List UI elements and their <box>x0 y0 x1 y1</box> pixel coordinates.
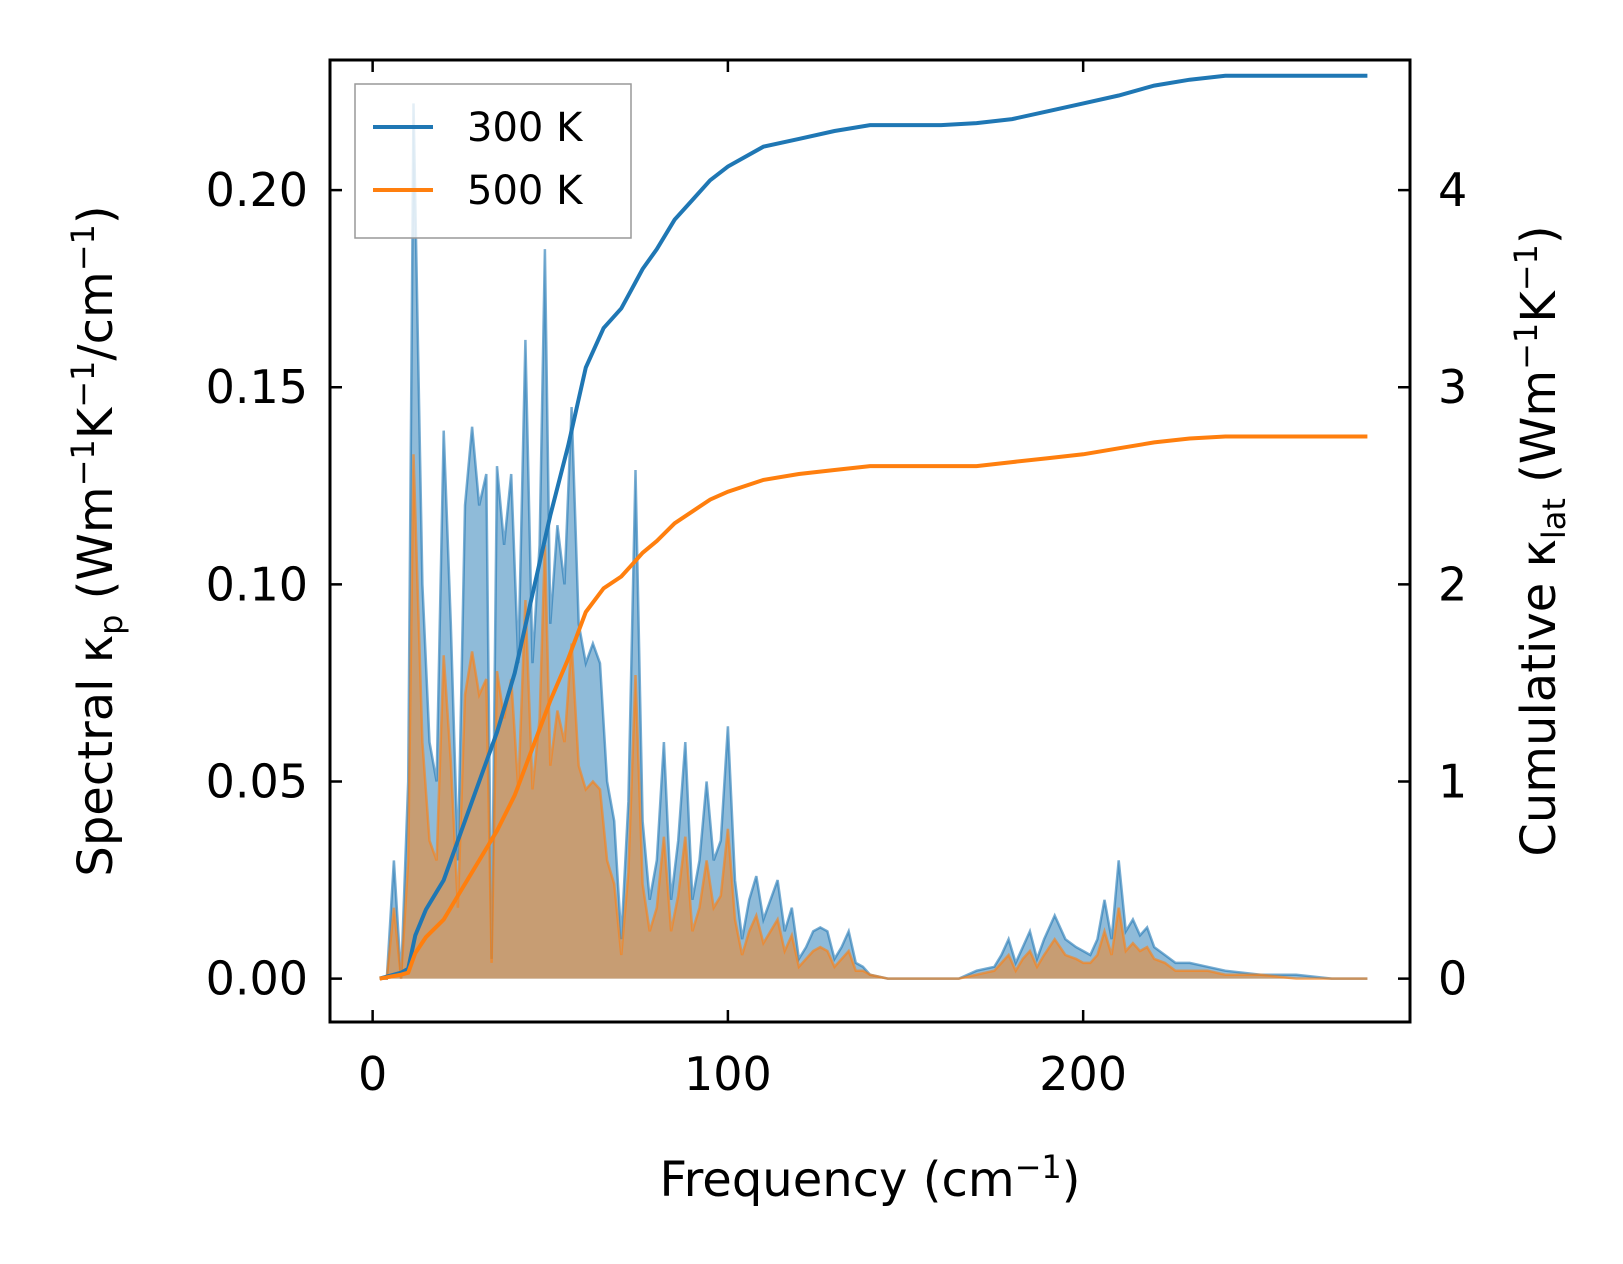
y-right-tick-label: 3 <box>1438 360 1467 414</box>
spectral-line-500k <box>379 454 1368 980</box>
legend-label-300k: 300 K <box>467 105 584 151</box>
x-tick-label: 0 <box>358 1047 387 1101</box>
y-right-tick-label: 0 <box>1438 952 1467 1006</box>
spectral-fills <box>379 103 1368 980</box>
plot-frame <box>328 58 1412 1024</box>
spectral-line-300k <box>379 103 1368 980</box>
left-axis-title: Spectral κp (Wm−1K−1/cm−1) <box>64 205 130 876</box>
cumulative-line-500k <box>379 434 1368 981</box>
y-left-tick-label: 0.15 <box>206 360 308 414</box>
y-left-tick-label: 0.10 <box>206 557 308 611</box>
axis-ticks: 0 100 200 0.00 0.05 0.10 0.15 0.20 0 1 2 3 4 <box>206 60 1467 1101</box>
cumulative-lines <box>379 73 1368 981</box>
x-axis-title: Frequency (cm−1) <box>659 1148 1080 1208</box>
x-tick-label: 100 <box>684 1047 772 1101</box>
legend-box <box>354 83 632 239</box>
y-right-tick-label: 2 <box>1438 557 1467 611</box>
x-tick-label: 200 <box>1039 1047 1127 1101</box>
spectral-area-500k <box>379 454 1368 979</box>
y-right-tick-label: 1 <box>1438 755 1467 809</box>
y-left-tick-label: 0.05 <box>206 755 308 809</box>
legend-label-500k: 500 K <box>467 168 584 214</box>
cumulative-line-300k <box>379 73 1368 981</box>
y-right-tick-label: 4 <box>1438 163 1467 217</box>
legend: 300 K 500 K <box>354 83 632 239</box>
y-left-tick-label: 0.20 <box>206 163 308 217</box>
right-axis-title: Cumulative κlat (Wm−1K−1) <box>1507 225 1573 856</box>
y-left-tick-label: 0.00 <box>206 952 308 1006</box>
